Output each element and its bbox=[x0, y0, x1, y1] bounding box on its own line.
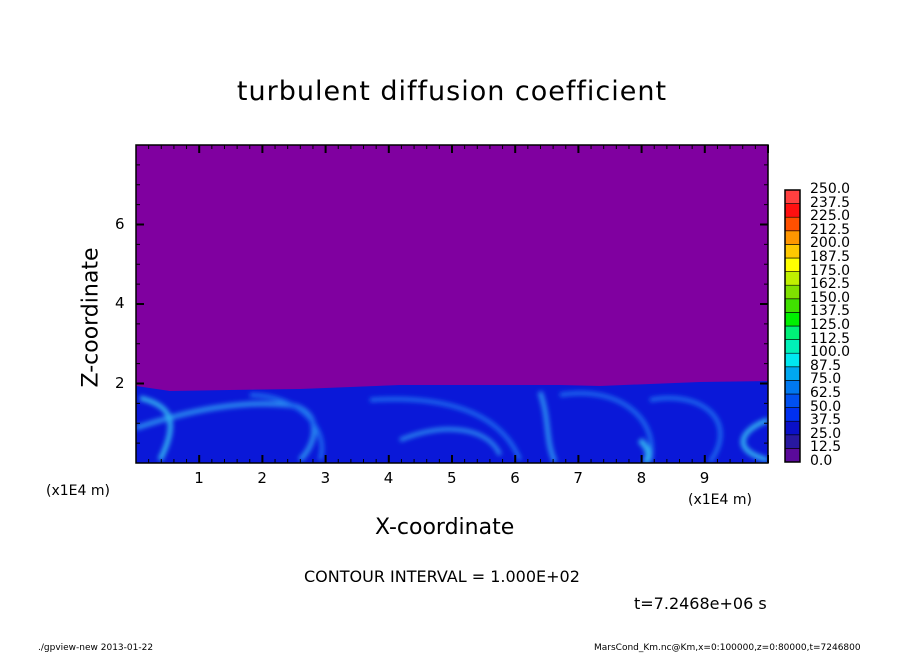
colorbar-label: 212.5 bbox=[810, 221, 851, 238]
colorbar-cell bbox=[784, 298, 801, 313]
colorbar-label: 87.5 bbox=[810, 357, 842, 374]
y-tick-label: 6 bbox=[115, 214, 125, 233]
colorbar-cell bbox=[784, 434, 801, 449]
colorbar-cell bbox=[784, 230, 801, 245]
y-axis-label: Z-coordinate bbox=[78, 247, 104, 388]
colorbar-cell bbox=[784, 203, 801, 218]
colorbar-cell bbox=[784, 393, 801, 408]
swirl bbox=[369, 397, 522, 461]
x-tick-label: 8 bbox=[636, 469, 647, 487]
colorbar-cell bbox=[784, 420, 801, 436]
x-tick-label: 7 bbox=[573, 469, 583, 487]
colorbar-label: 50.0 bbox=[810, 398, 842, 415]
y-tick-label: 2 bbox=[115, 373, 125, 392]
x-tick-label: 9 bbox=[699, 469, 710, 487]
colorbar-label: 62.5 bbox=[810, 385, 842, 401]
colorbar-label: 150.0 bbox=[810, 289, 851, 306]
colorbar-cell bbox=[784, 244, 801, 259]
colorbar-label: 137.5 bbox=[810, 303, 851, 320]
colorbar-cell bbox=[784, 339, 801, 354]
swirl bbox=[649, 396, 723, 463]
colorbar-label: 250.0 bbox=[810, 181, 851, 197]
swirl bbox=[740, 417, 768, 463]
x-tick-label: 3 bbox=[320, 469, 331, 487]
colorbar-label: 125.0 bbox=[810, 317, 851, 333]
colorbar-label: 75.0 bbox=[810, 371, 842, 388]
colorbar-label: 12.5 bbox=[810, 439, 842, 456]
colorbar-label: 237.5 bbox=[810, 194, 851, 211]
swirl bbox=[136, 401, 317, 462]
swirl bbox=[559, 391, 654, 463]
colorbar-label: 0.0 bbox=[810, 453, 833, 469]
colorbar-cell bbox=[784, 325, 801, 340]
swirl bbox=[399, 427, 502, 456]
colorbar-cell bbox=[784, 189, 801, 204]
swirl bbox=[249, 393, 324, 461]
x-axis-label: X-coordinate bbox=[375, 515, 515, 540]
colorbar-cell bbox=[784, 312, 801, 327]
swirl-structures bbox=[136, 391, 768, 463]
colorbar-cell bbox=[784, 352, 801, 368]
colorbar-cell bbox=[784, 216, 801, 232]
y-tick-label: 4 bbox=[115, 294, 125, 312]
swirl bbox=[537, 391, 558, 463]
x-tick-label: 2 bbox=[257, 469, 267, 487]
colorbar-label: 200.0 bbox=[810, 235, 851, 252]
colorbar-label: 162.5 bbox=[810, 276, 851, 293]
x-tick-label: 1 bbox=[194, 469, 204, 487]
swirl bbox=[139, 395, 173, 462]
chart-title: turbulent diffusion coefficient bbox=[236, 76, 668, 107]
colorbar-cell bbox=[784, 257, 801, 272]
boundary-layer bbox=[136, 381, 768, 463]
colorbar-label: 25.0 bbox=[810, 425, 842, 442]
footer-right: MarsCond_Km.nc@Km,x=0:100000,z=0:80000,t… bbox=[594, 643, 861, 653]
colorbar-frame bbox=[784, 189, 801, 463]
colorbar-label: 225.0 bbox=[810, 208, 851, 225]
colorbar-label: 100.0 bbox=[810, 344, 851, 361]
axis-ticks bbox=[136, 145, 769, 463]
colorbar-cell bbox=[784, 284, 801, 300]
colorbar bbox=[784, 189, 801, 463]
colorbar-label: 112.5 bbox=[810, 330, 851, 347]
colorbar-cell bbox=[784, 271, 801, 286]
x-unit-label-right: (x1E4 m) bbox=[688, 492, 752, 508]
colorbar-label: 187.5 bbox=[810, 249, 851, 265]
swirl bbox=[637, 437, 652, 463]
x-tick-label: 5 bbox=[447, 469, 457, 487]
x-unit-label-left: (x1E4 m) bbox=[46, 483, 110, 499]
colorbar-cell bbox=[784, 448, 801, 463]
colorbar-cell bbox=[784, 380, 801, 395]
x-tick-label: 4 bbox=[383, 469, 394, 487]
colorbar-label: 37.5 bbox=[810, 412, 842, 429]
x-tick-label: 6 bbox=[510, 469, 520, 487]
colorbar-cell bbox=[784, 407, 801, 422]
time-text: t=7.2468e+06 s bbox=[634, 594, 767, 613]
footer-left: ./gpview-new 2013-01-22 bbox=[38, 643, 154, 653]
colorbar-cell bbox=[784, 366, 801, 381]
contour-interval-text: CONTOUR INTERVAL = 1.000E+02 bbox=[304, 567, 580, 586]
colorbar-label: 175.0 bbox=[810, 262, 851, 279]
